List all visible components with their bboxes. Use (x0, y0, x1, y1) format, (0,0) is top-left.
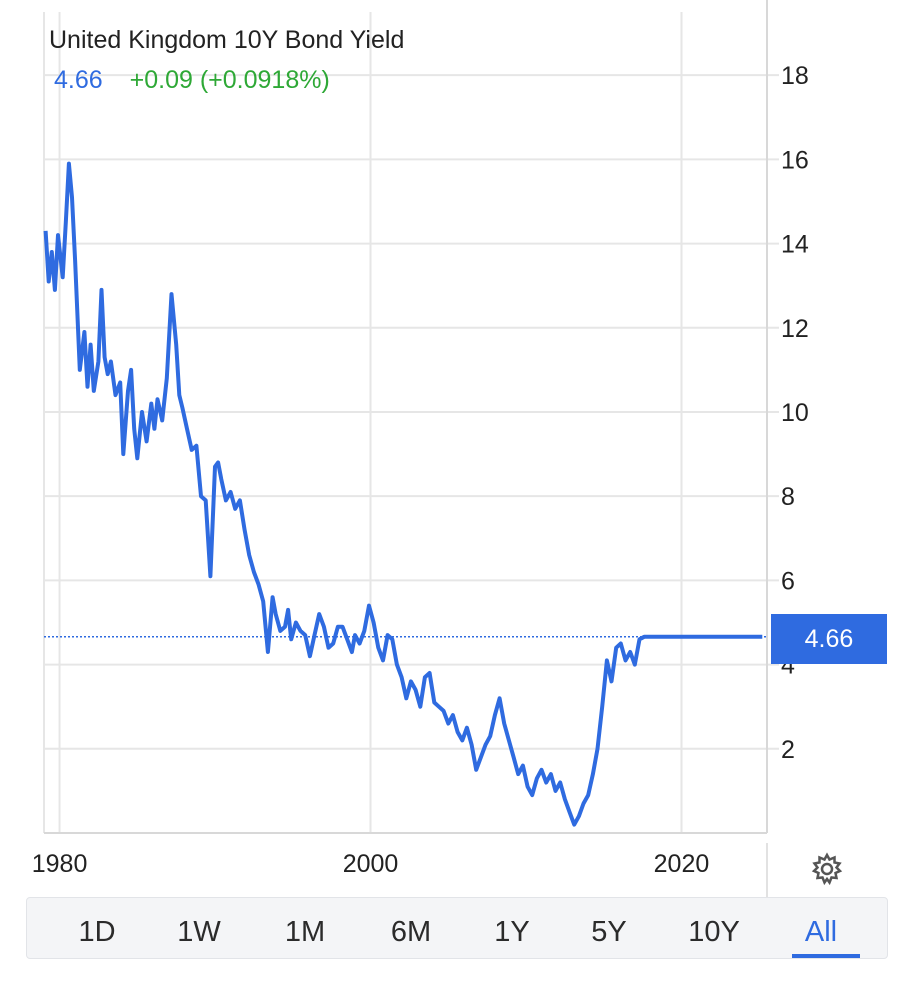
y-tick-label: 8 (781, 483, 795, 511)
range-selector: 1D 1W 1M 6M 1Y 5Y 10Y All (26, 897, 888, 959)
change-value: +0.09 (+0.0918%) (129, 66, 330, 94)
x-axis: 1980 2000 2020 (32, 850, 710, 878)
y-tick-label: 14 (781, 231, 809, 259)
yield-line (43, 161, 763, 827)
current-price-tag: 4.66 (771, 614, 887, 664)
chart-title: United Kingdom 10Y Bond Yield (49, 26, 405, 54)
range-10y[interactable]: 10Y (688, 916, 740, 948)
chart-grid (43, 0, 779, 897)
x-tick-label: 2000 (343, 850, 399, 878)
y-tick-label: 6 (781, 567, 795, 595)
y-tick-label: 18 (781, 62, 809, 90)
range-1y[interactable]: 1Y (494, 916, 530, 948)
range-1m[interactable]: 1M (284, 916, 326, 948)
quote-row: 4.66 +0.09 (+0.0918%) (54, 66, 330, 95)
range-all[interactable]: All (804, 916, 838, 948)
range-6m[interactable]: 6M (390, 916, 432, 948)
y-tick-label: 2 (781, 736, 795, 764)
x-tick-label: 2020 (654, 850, 710, 878)
range-5y[interactable]: 5Y (591, 916, 627, 948)
last-value: 4.66 (54, 66, 103, 94)
range-1w[interactable]: 1W (177, 916, 221, 948)
range-1d[interactable]: 1D (78, 916, 116, 948)
x-tick-label: 1980 (32, 850, 88, 878)
y-tick-label: 10 (781, 399, 809, 427)
gear-icon[interactable] (810, 852, 844, 886)
y-tick-label: 12 (781, 315, 809, 343)
active-range-indicator (792, 954, 860, 958)
y-tick-label: 16 (781, 146, 809, 174)
